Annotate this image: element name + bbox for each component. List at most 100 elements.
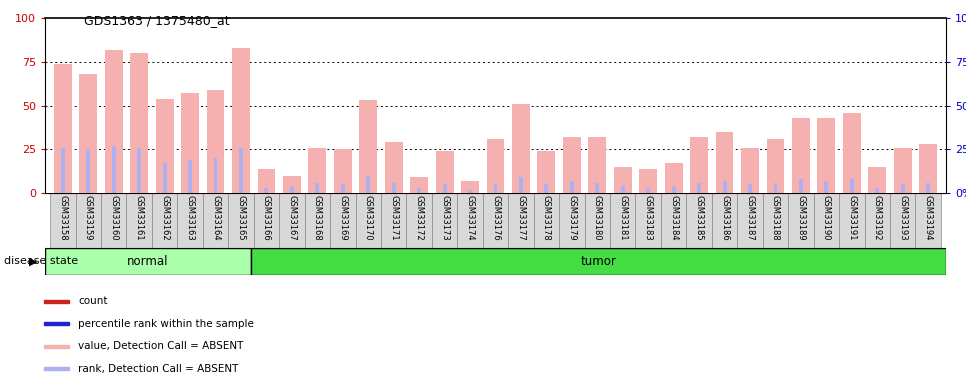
Bar [559, 193, 584, 248]
Text: GSM33160: GSM33160 [109, 195, 118, 240]
Text: GSM33164: GSM33164 [211, 195, 220, 240]
Text: GSM33161: GSM33161 [134, 195, 144, 240]
Text: GSM33178: GSM33178 [542, 195, 551, 240]
Bar [290, 186, 294, 193]
Bar [54, 63, 71, 193]
Bar [691, 137, 708, 193]
Text: GSM33194: GSM33194 [923, 195, 933, 240]
Bar [44, 300, 69, 303]
Bar [432, 193, 457, 248]
Bar [127, 193, 152, 248]
Text: GSM33191: GSM33191 [847, 195, 856, 240]
Text: GSM33174: GSM33174 [466, 195, 474, 240]
Bar [407, 193, 432, 248]
Bar [533, 193, 559, 248]
Bar [50, 193, 75, 248]
Bar [254, 193, 279, 248]
Bar [799, 179, 803, 193]
Text: GSM33168: GSM33168 [313, 195, 322, 240]
Bar [697, 183, 701, 193]
Text: GSM33189: GSM33189 [796, 195, 806, 240]
Bar [265, 188, 269, 193]
Bar [392, 183, 396, 193]
Bar [813, 193, 839, 248]
Bar [162, 163, 166, 193]
Bar [483, 193, 508, 248]
Bar [621, 186, 625, 193]
Bar [334, 149, 352, 193]
Bar [611, 193, 636, 248]
Bar [315, 183, 320, 193]
Bar [716, 132, 733, 193]
Bar [304, 193, 330, 248]
Bar [251, 248, 946, 275]
Text: GSM33181: GSM33181 [618, 195, 627, 240]
Bar [839, 193, 865, 248]
Text: GSM33170: GSM33170 [364, 195, 373, 240]
Bar [926, 183, 930, 193]
Bar [537, 151, 555, 193]
Bar [723, 181, 726, 193]
Bar [737, 193, 763, 248]
Bar [570, 181, 574, 193]
Bar [178, 193, 203, 248]
Text: GDS1363 / 1375480_at: GDS1363 / 1375480_at [84, 14, 229, 27]
Bar [646, 188, 650, 193]
Bar [341, 184, 345, 193]
Bar [788, 193, 813, 248]
Bar [207, 90, 224, 193]
Text: GSM33179: GSM33179 [567, 195, 577, 240]
Bar [563, 137, 581, 193]
Bar [79, 74, 98, 193]
Text: GSM33165: GSM33165 [237, 195, 245, 240]
Bar [595, 183, 599, 193]
Bar [182, 93, 199, 193]
Text: disease state: disease state [4, 256, 78, 267]
Bar [258, 168, 275, 193]
Text: GSM33180: GSM33180 [593, 195, 602, 240]
Bar [824, 181, 828, 193]
Text: GSM33167: GSM33167 [287, 195, 297, 240]
Bar [900, 184, 905, 193]
Bar [45, 248, 251, 275]
Text: ▶: ▶ [29, 256, 38, 267]
Bar [920, 144, 937, 193]
Bar [61, 147, 65, 193]
Bar [213, 158, 217, 193]
Bar [865, 193, 890, 248]
Bar [461, 181, 479, 193]
Bar [442, 184, 446, 193]
Bar [508, 193, 533, 248]
Bar [469, 189, 472, 193]
Bar [665, 163, 683, 193]
Bar [366, 176, 370, 193]
Bar [101, 193, 127, 248]
Bar [44, 345, 69, 348]
Text: GSM33187: GSM33187 [746, 195, 754, 240]
Bar [112, 146, 116, 193]
Text: GSM33188: GSM33188 [771, 195, 780, 240]
Bar [156, 99, 174, 193]
Bar [671, 186, 675, 193]
Text: GSM33177: GSM33177 [517, 195, 526, 240]
Text: rank, Detection Call = ABSENT: rank, Detection Call = ABSENT [78, 364, 239, 374]
Bar [741, 147, 759, 193]
Text: count: count [78, 296, 107, 306]
Bar [411, 177, 428, 193]
Bar [75, 193, 101, 248]
Bar [916, 193, 941, 248]
Bar [843, 112, 861, 193]
Text: GSM33159: GSM33159 [84, 195, 93, 240]
Text: GSM33169: GSM33169 [338, 195, 348, 240]
Bar [639, 168, 657, 193]
Text: GSM33183: GSM33183 [643, 195, 653, 240]
Text: GSM33173: GSM33173 [440, 195, 449, 240]
Text: GSM33176: GSM33176 [491, 195, 500, 240]
Bar [894, 147, 912, 193]
Bar [457, 193, 483, 248]
Bar [850, 179, 854, 193]
Bar [417, 188, 421, 193]
Bar [868, 167, 886, 193]
Bar [330, 193, 355, 248]
Bar [817, 118, 836, 193]
